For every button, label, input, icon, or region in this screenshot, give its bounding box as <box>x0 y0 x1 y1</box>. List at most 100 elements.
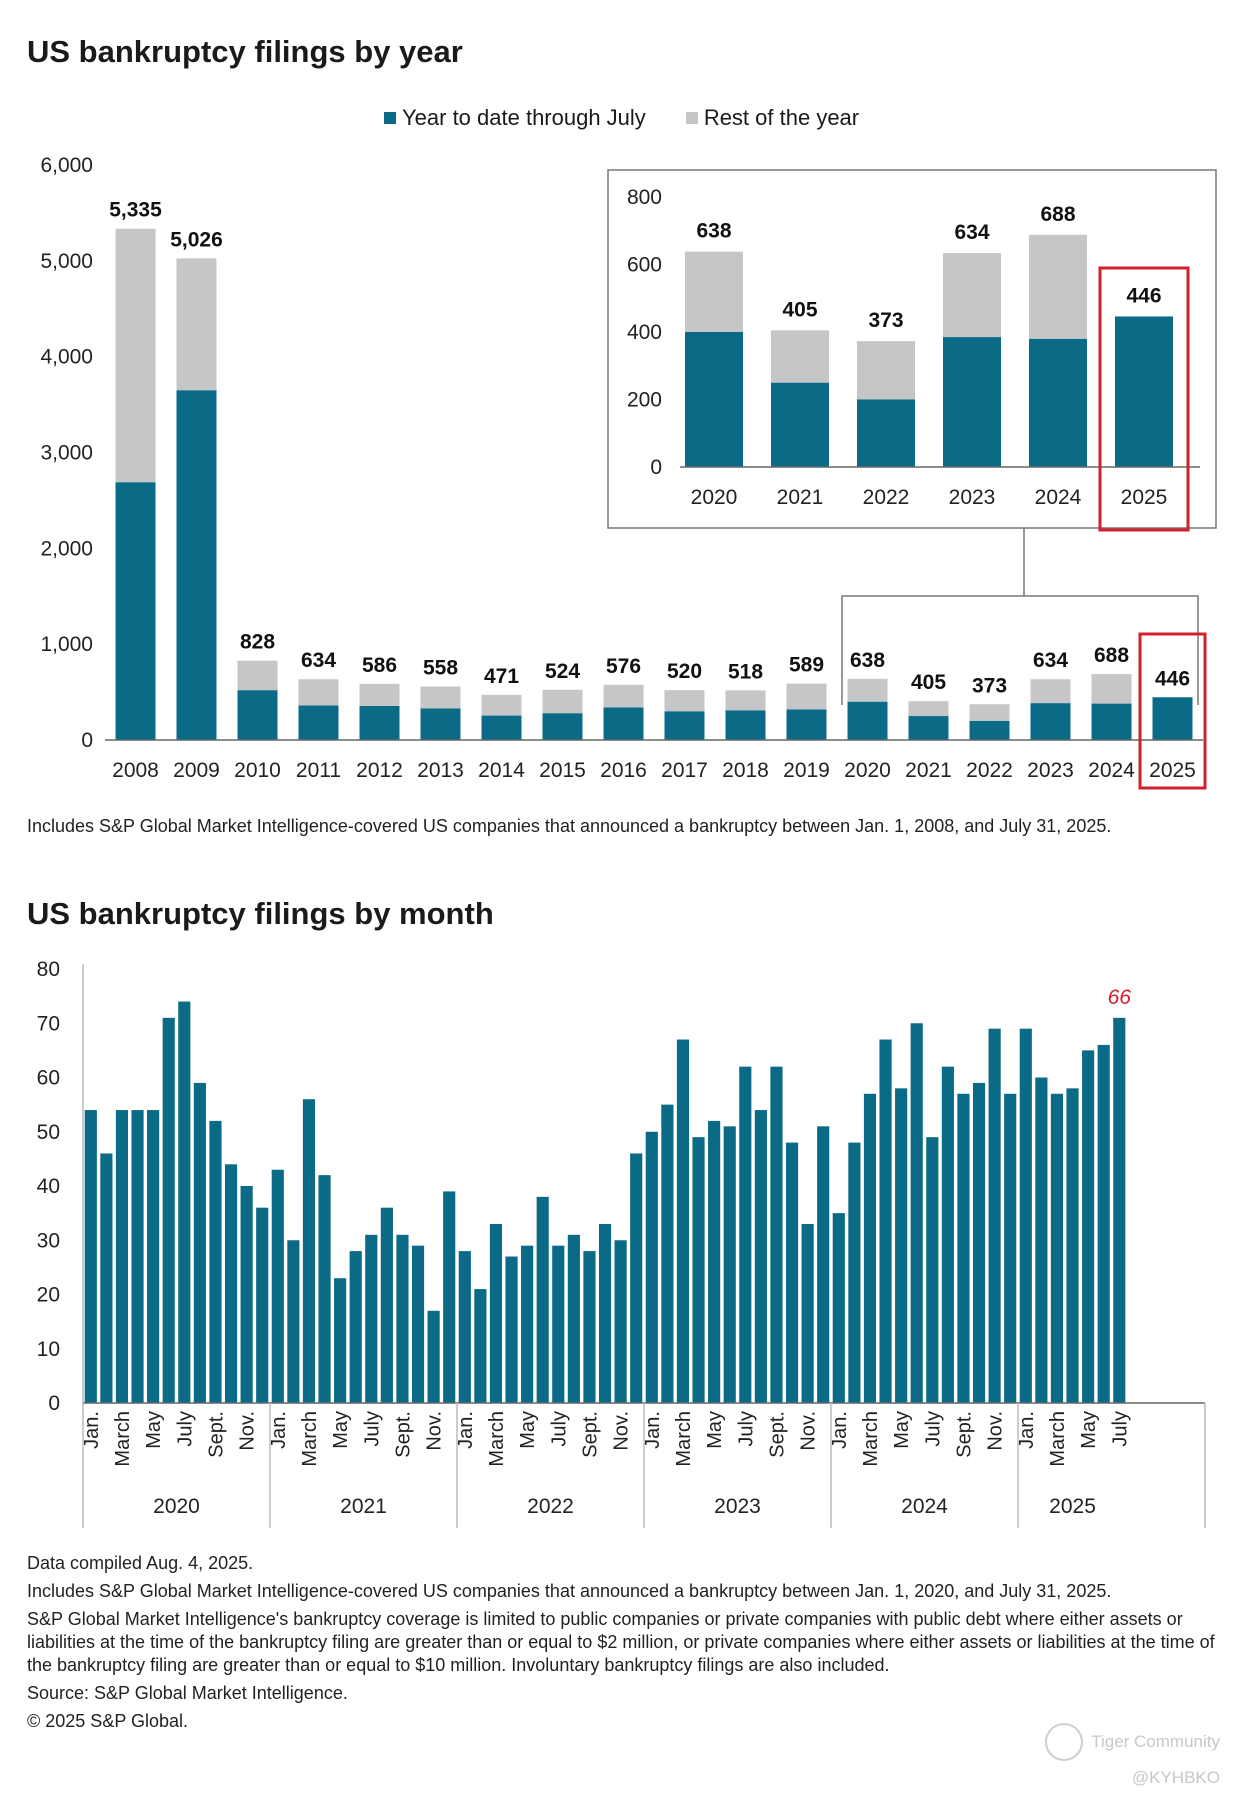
inset-y-tick-label: 0 <box>650 456 662 479</box>
x-tick-label-2022: 2022 <box>966 759 1013 782</box>
y-tick-label: 1,000 <box>40 633 93 656</box>
bar-2020-Oct. <box>224 1164 238 1403</box>
bar-2025-May <box>1082 1050 1095 1403</box>
bar-ytd-2021 <box>908 716 949 740</box>
month-tick-label: Jan. <box>829 1411 851 1449</box>
month-tick-label: Jan. <box>268 1411 290 1449</box>
bar-rest-2012 <box>359 683 400 706</box>
total-label-2025: 446 <box>1155 667 1190 690</box>
bar-2023-April <box>692 1137 705 1403</box>
bar-2021-Aug. <box>380 1207 393 1403</box>
inset-y-tick-label: 800 <box>627 186 662 209</box>
x-tick-label-2023: 2023 <box>1027 759 1074 782</box>
highlight-box-2025 <box>1138 632 1207 790</box>
total-label-2019: 589 <box>789 654 824 677</box>
bar-2023-Aug. <box>754 1110 767 1403</box>
x-tick-label-2018: 2018 <box>722 759 769 782</box>
legend-label-ytd: Year to date through July <box>402 105 646 130</box>
x-tick-label-2008: 2008 <box>112 759 159 782</box>
bar-2021-Feb. <box>287 1240 300 1403</box>
year-label-2023: 2023 <box>714 1495 761 1518</box>
bar-2024-Jan. <box>832 1213 845 1403</box>
bar-2022-April <box>505 1256 518 1403</box>
bar-ytd-2024 <box>1091 703 1132 740</box>
inset-total-label-2024: 688 <box>1040 203 1075 226</box>
bar-ytd-2012 <box>359 705 400 740</box>
bar-2021-July <box>365 1234 378 1403</box>
bar-rest-2020 <box>847 678 888 702</box>
inset-y-tick-label: 200 <box>627 389 662 412</box>
total-label-2010: 828 <box>240 631 275 654</box>
month-tick-label: Nov. <box>611 1411 633 1451</box>
bar-ytd-2008 <box>115 482 156 740</box>
inset-bar-rest-2022 <box>857 341 915 400</box>
bar-ytd-2009 <box>176 390 217 740</box>
month-tick-label: Jan. <box>455 1411 477 1449</box>
bar-2025-Jan. <box>1019 1028 1032 1403</box>
month-tick-label: March <box>1047 1411 1069 1467</box>
monthly-y-tick-label: 10 <box>37 1338 60 1361</box>
bar-ytd-2020 <box>847 701 888 740</box>
bar-2023-Feb. <box>661 1104 674 1403</box>
bar-2024-June <box>910 1023 923 1403</box>
x-tick-label-2015: 2015 <box>539 759 586 782</box>
bar-2020-May <box>147 1110 160 1403</box>
bar-2024-Sept. <box>957 1093 970 1403</box>
bar-ytd-2010 <box>237 690 278 740</box>
month-tick-label: Sept. <box>953 1411 975 1458</box>
bar-rest-2009 <box>176 258 217 391</box>
month-tick-label: July <box>922 1411 944 1447</box>
month-tick-label: July <box>174 1411 196 1447</box>
legend-label-rest: Rest of the year <box>703 105 860 130</box>
bar-ytd-2013 <box>420 708 461 740</box>
bar-rest-2015 <box>542 689 583 714</box>
bar-2025-Feb. <box>1035 1077 1048 1403</box>
bar-2021-Jan. <box>271 1169 284 1403</box>
bar-ytd-2023 <box>1030 703 1071 740</box>
legend-item-ytd: Year to date through July <box>384 105 646 131</box>
month-tick-label: March <box>112 1411 134 1467</box>
month-tick-label: May <box>891 1411 913 1449</box>
x-tick-label-2021: 2021 <box>905 759 952 782</box>
monthly-y-tick-label: 60 <box>37 1067 60 1090</box>
bar-2023-May <box>708 1120 721 1403</box>
bar-2020-Sept. <box>209 1120 222 1403</box>
y-tick-label: 6,000 <box>40 154 93 177</box>
bar-2024-Dec. <box>1004 1093 1017 1403</box>
month-tick-label: March <box>299 1411 321 1467</box>
x-tick-label-2024: 2024 <box>1088 759 1135 782</box>
monthly-y-tick-label: 70 <box>37 1012 60 1035</box>
month-tick-label: May <box>330 1411 352 1449</box>
total-label-2017: 520 <box>667 660 702 683</box>
year-label-2020: 2020 <box>153 1495 200 1518</box>
bar-ytd-2019 <box>786 709 827 740</box>
total-label-2022: 373 <box>972 674 1007 697</box>
month-tick-label: March <box>673 1411 695 1467</box>
total-label-2013: 558 <box>423 657 458 680</box>
year-label-2025: 2025 <box>1049 1495 1096 1518</box>
bar-2023-Oct. <box>785 1142 799 1403</box>
zoom-bracket <box>841 595 1199 705</box>
bar-2022-Jan. <box>458 1251 471 1403</box>
bar-2021-March <box>302 1099 316 1403</box>
inset-x-tick-label-2023: 2023 <box>949 486 996 509</box>
bar-2024-Feb. <box>848 1142 861 1403</box>
month-tick-label: Jan. <box>1016 1411 1038 1449</box>
watermark-brand: Tiger Community <box>1045 1723 1220 1761</box>
bar-rest-2017 <box>664 690 705 712</box>
bar-2021-Dec. <box>443 1191 456 1403</box>
bar-2020-Dec. <box>256 1207 269 1403</box>
bar-2021-Sept. <box>396 1234 409 1403</box>
bar-2025-July <box>1113 1017 1126 1403</box>
month-tick-label: March <box>860 1411 882 1467</box>
chart-yearly-filings: 01,0002,0003,0004,0005,0006,0005,3352008… <box>40 154 1217 790</box>
y-tick-label: 5,000 <box>40 250 93 273</box>
bar-rest-2010 <box>237 660 278 691</box>
monthly-y-tick-label: 80 <box>37 958 60 981</box>
x-tick-label-2020: 2020 <box>844 759 891 782</box>
bar-2023-Sept. <box>770 1066 783 1403</box>
bar-2023-Dec. <box>817 1126 830 1403</box>
bar-rest-2021 <box>908 701 949 717</box>
bar-2022-July <box>552 1245 565 1403</box>
legend-item-rest: Rest of the year <box>685 105 860 131</box>
